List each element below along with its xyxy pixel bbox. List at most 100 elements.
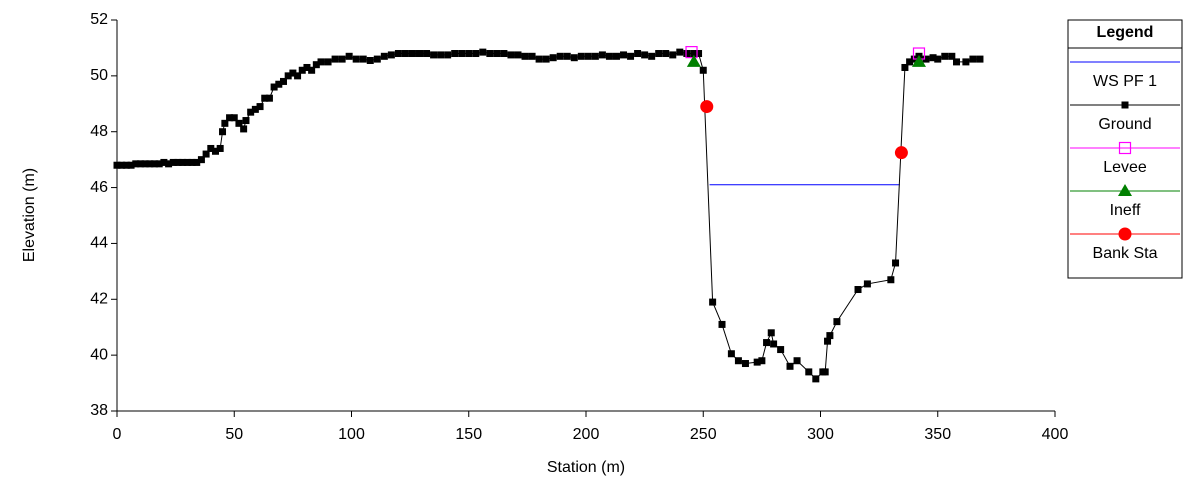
data-point [188,158,196,166]
data-point [953,58,961,66]
data-point [741,360,749,368]
data-point [824,337,832,345]
data-point [901,63,909,71]
x-tick-label: 50 [225,426,243,443]
data-point [662,50,670,58]
y-tick-label: 50 [90,67,108,84]
data-point [155,160,163,168]
x-tick-label: 250 [690,426,717,443]
data-point [387,51,395,59]
data-point [486,50,494,58]
y-tick-label: 40 [90,346,108,363]
y-tick-label: 44 [90,235,108,252]
data-point [251,105,259,113]
data-point [767,329,775,337]
legend-swatch-marker [1121,101,1129,109]
data-point [528,52,536,60]
data-point [753,358,761,366]
data-point [805,368,813,376]
data-point [122,161,130,169]
data-point [174,158,182,166]
data-point [685,46,698,59]
data-point [359,55,367,63]
data-point [734,357,742,365]
data-point [598,51,606,59]
data-point [401,50,409,58]
data-point [113,161,121,169]
data-point [934,55,942,63]
data-point [758,357,766,365]
data-point [261,94,269,102]
data-point [219,128,227,136]
legend-label: Levee [1103,159,1147,176]
data-point [493,50,501,58]
data-point [394,50,402,58]
data-point [605,52,613,60]
x-tick-label: 0 [113,426,122,443]
data-point [279,77,287,85]
legend-swatch-marker [1118,227,1132,241]
data-point [230,114,238,122]
data-point [324,58,332,66]
data-point [699,66,707,74]
data-point [612,52,620,60]
data-point [132,160,140,168]
data-point [345,52,353,60]
data-point [563,52,571,60]
data-point [655,50,663,58]
data-point [373,55,381,63]
y-tick-label: 42 [90,291,108,308]
data-point [197,156,205,164]
data-point [514,51,522,59]
data-point [620,51,628,59]
data-point [812,375,820,383]
y-axis-title: Elevation (m) [21,168,38,262]
data-point [976,55,984,63]
x-tick-label: 400 [1042,426,1069,443]
data-point [727,350,735,358]
data-point [408,50,416,58]
data-point [270,83,278,91]
data-point [556,52,564,60]
data-point [289,69,297,77]
data-point [863,280,871,288]
y-tick-label: 48 [90,123,108,140]
data-point [786,362,794,370]
data-point [380,52,388,60]
series-line [117,51,980,380]
data-point [591,52,599,60]
data-point [911,54,926,67]
data-point [584,52,592,60]
data-point [265,94,273,102]
data-point [247,108,255,116]
x-tick-label: 350 [924,426,951,443]
data-point [193,158,201,166]
data-point [634,50,642,58]
data-point [521,52,529,60]
data-point [906,58,914,66]
data-point [826,332,834,340]
data-point [312,61,320,69]
data-point [202,150,210,158]
data-point [211,147,219,155]
data-point [472,50,480,58]
legend: Legend WS PF 1 Ground Levee Ineff Bank Sta [1067,19,1183,279]
data-point [821,368,829,376]
data-point [136,160,144,168]
data-point [317,58,325,66]
data-point [479,48,487,56]
data-point [331,55,339,63]
data-point [207,144,215,152]
data-point [962,58,970,66]
data-point [169,158,177,166]
data-point [709,298,717,306]
legend-label: Ground [1098,116,1151,133]
data-point [969,55,977,63]
data-point [929,54,937,62]
data-point [226,114,234,122]
data-point [240,125,248,133]
data-point [718,320,726,328]
data-point [683,50,691,58]
data-point [777,346,785,354]
data-point [948,52,956,60]
